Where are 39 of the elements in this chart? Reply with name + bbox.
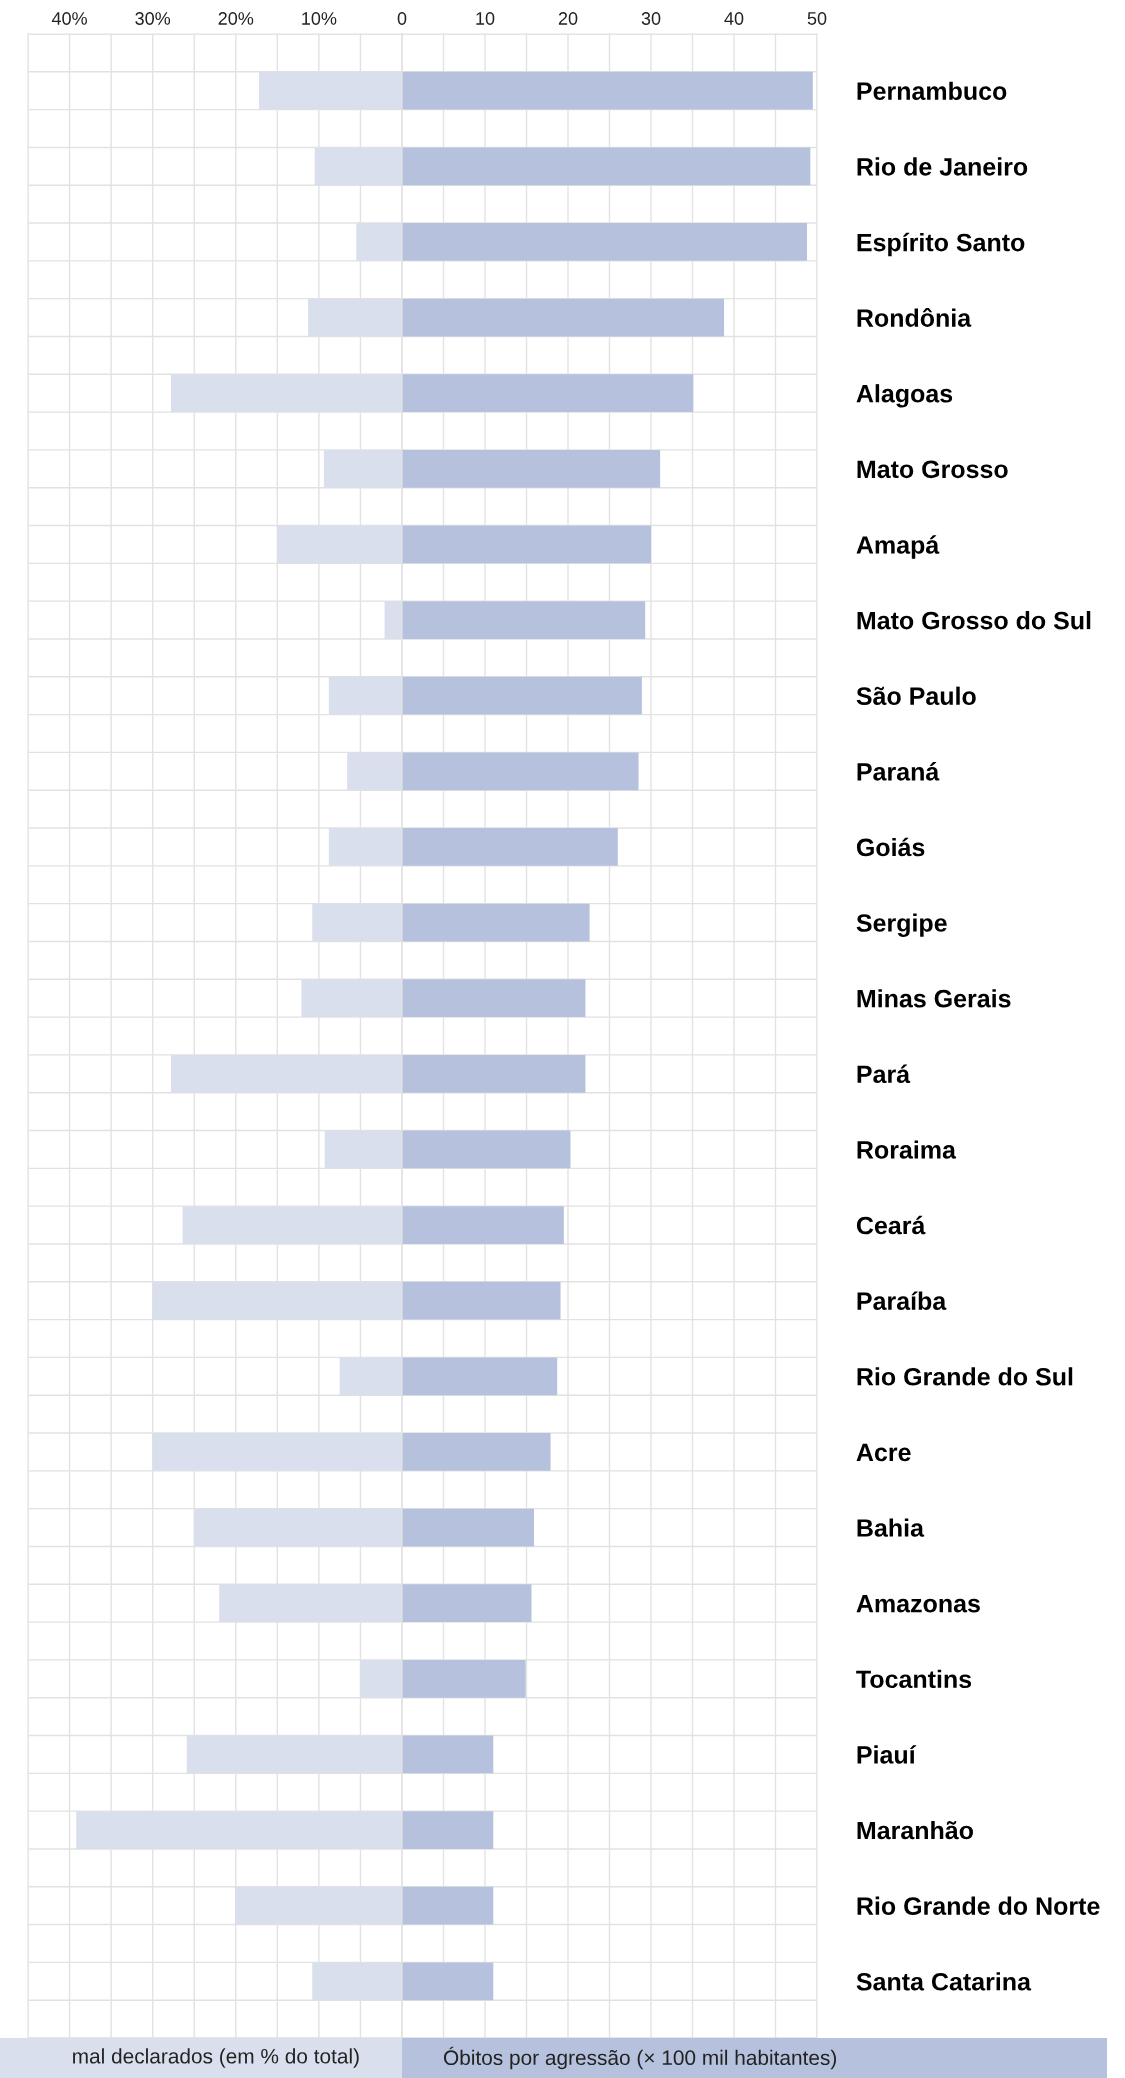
y-tick-label: Amazonas [856,1595,980,1613]
y-tick-label: Rio de Janeiro [857,157,1028,176]
x-tick-label: 20% [218,12,254,25]
y-tick-label: Roraima [857,1140,957,1159]
x-axis-title: Óbitos por agressão (× 100 mil habitantes) [443,2046,837,2070]
y-tick-label: Pará [857,1064,911,1084]
x-tick-label: 10 [476,12,495,25]
y-tick-label: Mato Grosso [857,460,1008,479]
x-tick-label: 30% [135,12,171,25]
y-tick-label: Pernambuco [857,81,1007,101]
y-tick-label: São Paulo [856,686,976,705]
x-tick-label: 20 [558,12,578,25]
y-tick-label: Bahia [857,1518,925,1537]
x-tick-label: 40 [724,12,744,25]
y-tick-label: Espírito Santo [857,232,1025,257]
y-tick-label: Alagoas [856,384,953,408]
y-tick-label: Ceará [856,1215,926,1235]
y-tick-label: Paraíba [857,1291,947,1310]
y-tick-label: Paraná [857,762,940,781]
y-tick-label: Santa Catarina [856,1972,1032,1991]
y-tick-label: Rio Grande do Sul [857,1367,1073,1386]
y-tick-label: Rio Grande do Norte [857,1896,1100,1915]
y-tick-label: Sergipe [856,913,947,937]
x-tick-label: 30 [641,12,661,25]
y-tick-label: Rondônia [857,307,972,327]
y-tick-label: Goiás [856,837,925,857]
y-tick-label: Maranhão [857,1820,973,1840]
x-tick-label: 0 [397,12,407,25]
y-tick-label: Tocantins [856,1669,972,1689]
y-tick-label: Piauí [857,1745,917,1764]
y-tick-label: Amapá [856,535,940,559]
x-tick-label: 40% [51,12,87,25]
y-tick-label: Mato Grosso do Sul [857,611,1091,630]
y-tick-label: Acre [856,1443,911,1462]
x-tick-label: 50 [807,12,827,25]
x-axis-title: mal declarados (em % do total) [73,2048,359,2068]
y-tick-label: Minas Gerais [857,989,1011,1008]
bar [402,1811,494,1849]
x-tick-label: 10% [302,12,337,25]
